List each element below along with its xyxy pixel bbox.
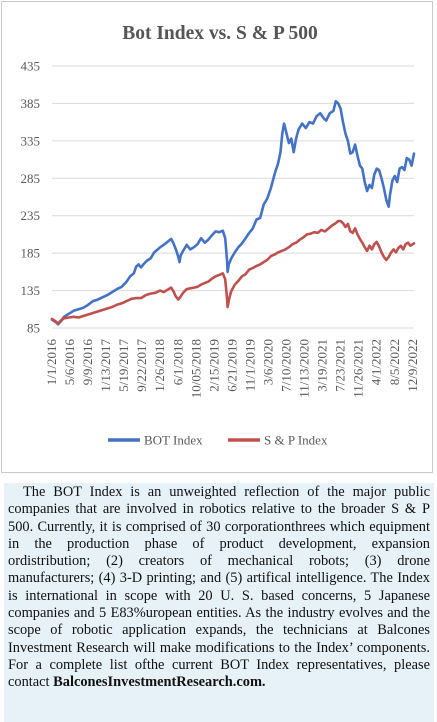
y-tick-label: 185 [21, 246, 41, 261]
chart-svg: Bot Index vs. S & P 500 85 135 185 235 285 33… [21, 23, 420, 448]
legend-label: S & P Index [264, 433, 328, 448]
x-tick-label: 1/26/2018 [152, 339, 167, 392]
x-tick-label: 2/15/2019 [206, 339, 221, 392]
x-tick-label: 11/1/2019 [242, 339, 257, 391]
x-tick-label: 1/1/2016 [44, 339, 59, 386]
y-tick-label: 385 [21, 96, 41, 111]
chart-title: Bot Index vs. S & P 500 [122, 23, 318, 44]
y-tick-label: 85 [27, 321, 40, 336]
legend: BOT Index S & P Index [108, 433, 328, 448]
x-tick-labels: 1/1/2016 5/6/2016 9/9/2016 1/13/2017 5/19/20… [44, 339, 420, 399]
x-tick-label: 11/26/2021 [351, 339, 366, 398]
series-lines [50, 99, 416, 326]
x-tick-label: 9/22/2017 [134, 339, 149, 392]
y-tick-label: 285 [21, 171, 41, 186]
x-tick-label: 12/9/2022 [405, 339, 420, 392]
x-tick-label: 11/13/2020 [297, 339, 312, 398]
x-tick-label: 9/9/2016 [80, 339, 95, 386]
y-tick-label: 435 [21, 59, 41, 74]
x-tick-label: 10/05/2018 [188, 339, 203, 398]
x-tick-label: 5/19/2017 [116, 339, 131, 392]
description-body: The BOT Index is an unweighted reflectio… [8, 484, 430, 691]
x-tick-label: 6/21/2019 [224, 339, 239, 392]
x-tick-label: 6/1/2018 [170, 339, 185, 385]
x-tick-label: 5/6/2016 [62, 339, 77, 386]
x-tick-label: 7/10/2020 [279, 339, 294, 392]
contact-link[interactable]: BalconesInvestmentResearch.com. [53, 674, 266, 691]
y-tick-label: 335 [21, 133, 41, 148]
y-tick-labels: 85 135 185 235 285 335 385 435 [21, 59, 41, 336]
x-tick-label: 3/6/2020 [260, 339, 275, 385]
y-tick-label: 135 [21, 283, 41, 298]
chart-panel: Bot Index vs. S & P 500 85 135 185 235 285 33… [1, 1, 433, 473]
x-tick-label: 3/19/2021 [315, 339, 330, 392]
x-tick-label: 8/5/2022 [387, 339, 402, 385]
x-tick-label: 4/1/2022 [369, 339, 384, 385]
series-line [50, 99, 416, 326]
series-line [50, 219, 416, 325]
x-tick-label: 1/13/2017 [98, 339, 113, 392]
y-tick-label: 235 [21, 208, 41, 223]
description-text: The BOT Index is an unweighted reflectio… [8, 484, 430, 692]
x-tick-label: 7/23/2021 [333, 339, 348, 392]
legend-label: BOT Index [144, 433, 203, 448]
description-panel: The BOT Index is an unweighted reflectio… [4, 483, 434, 722]
